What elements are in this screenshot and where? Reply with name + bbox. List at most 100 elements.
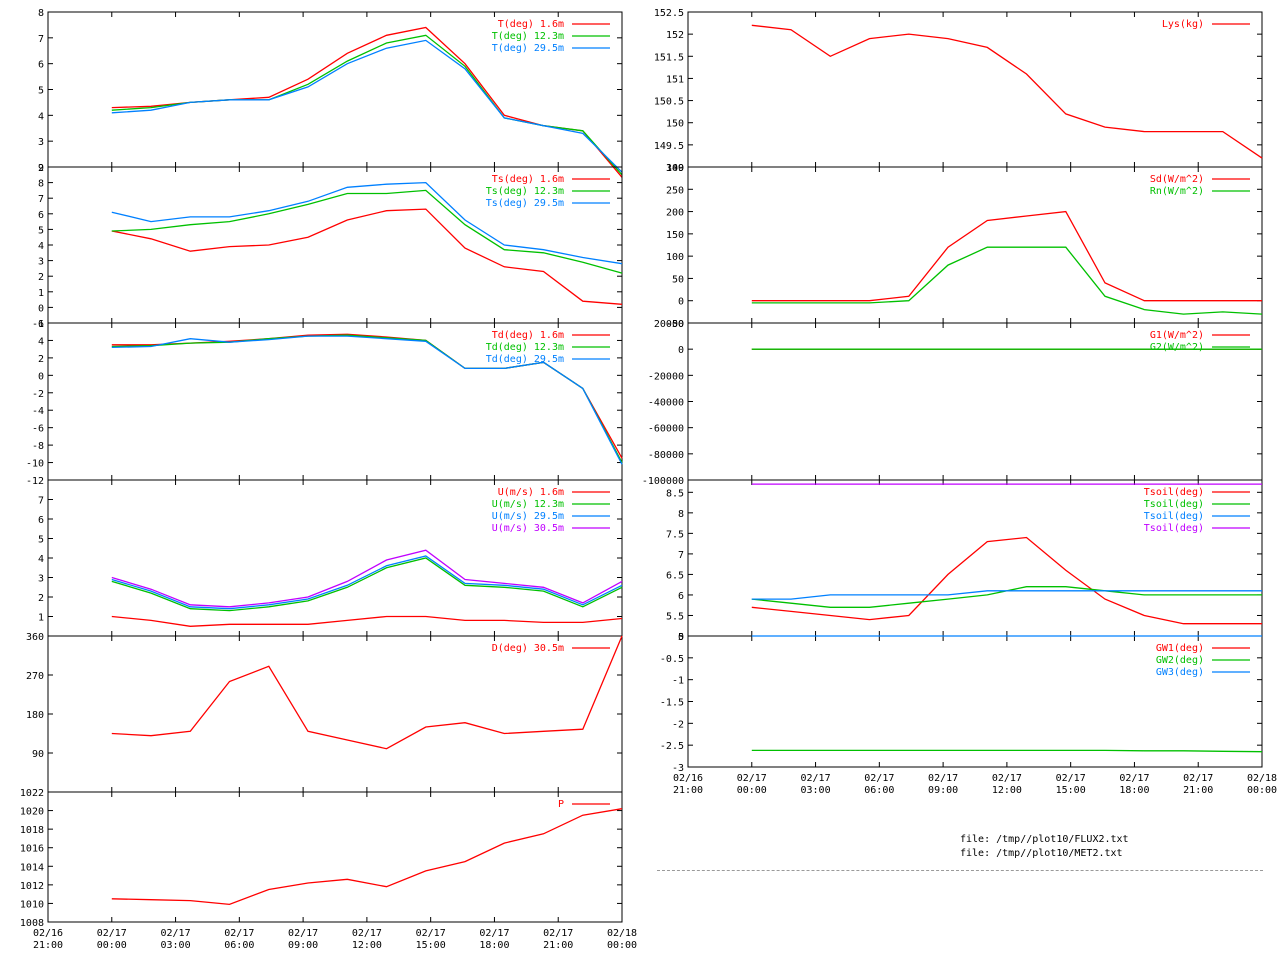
lys-ytick-label: 149: [666, 163, 684, 174]
td-ytick-label: 0: [38, 371, 44, 382]
p-ytick-label: 1008: [20, 918, 44, 929]
sd-ytick-label: 300: [666, 163, 684, 174]
p-ytick-label: 1012: [20, 881, 44, 892]
p-ytick-label: 1016: [20, 844, 44, 855]
time-tick-date: 02/17: [161, 928, 191, 939]
time-tick-date: 02/17: [288, 928, 318, 939]
td-ytick-label: -6: [32, 424, 44, 435]
lys-ytick-label: 150.5: [654, 97, 684, 108]
file-list: file: /tmp//plot10/FLUX2.txt file: /tmp/…: [960, 833, 1129, 861]
time-tick-date: 02/17: [1183, 773, 1213, 784]
t-ytick-label: 2: [38, 163, 44, 174]
t-ytick-label: 3: [38, 137, 44, 148]
td-ytick-label: -8: [32, 441, 44, 452]
ts-ytick-label: 3: [38, 257, 44, 268]
file-line-met: file: /tmp//plot10/MET2.txt: [960, 848, 1123, 859]
ts-series-line-2: [111, 181, 623, 265]
gw-ytick-label: -2.5: [660, 741, 684, 752]
lys-ytick-label: 151.5: [654, 52, 684, 63]
time-tick-hour: 09:00: [928, 785, 958, 796]
d-ytick-label: 90: [32, 749, 44, 760]
g-ytick-label: 20000: [654, 319, 684, 330]
t-legend-label-2: T(deg) 29.5m: [492, 43, 564, 54]
tsoil-ytick-label: 6: [678, 591, 684, 602]
tsoil-ytick-label: 5: [678, 632, 684, 643]
u-ytick-label: 2: [38, 593, 44, 604]
time-tick-date: 02/17: [992, 773, 1022, 784]
ts-ytick-label: 4: [38, 241, 44, 252]
time-tick-hour: 21:00: [543, 940, 573, 951]
gw-series-line-1: [751, 749, 1263, 753]
u-series-line-0: [111, 615, 623, 627]
tsoil-legend-label-2: Tsoil(deg): [1144, 511, 1204, 522]
tsoil-series-line-1: [751, 586, 1262, 608]
lys-ytick-label: 152: [666, 30, 684, 41]
tsoil-legend-label-0: Tsoil(deg): [1144, 487, 1204, 498]
d-ytick-label: 270: [26, 671, 44, 682]
u-legend-label-2: U(m/s) 29.5m: [492, 511, 564, 522]
time-tick-date: 02/16: [673, 773, 703, 784]
sd-legend-label-1: Rn(W/m^2): [1150, 186, 1204, 197]
u-series-line-3: [111, 549, 623, 608]
time-tick-date: 02/17: [864, 773, 894, 784]
gw-ytick-label: -0.5: [660, 654, 684, 665]
td-legend-label-2: Td(deg) 29.5m: [486, 354, 564, 365]
time-tick-hour: 15:00: [416, 940, 446, 951]
u-ytick-label: 5: [38, 535, 44, 546]
time-tick-hour: 09:00: [288, 940, 318, 951]
ts-ytick-label: 1: [38, 288, 44, 299]
gw-ytick-label: 0: [678, 632, 684, 643]
sd-ytick-label: 200: [666, 208, 684, 219]
lys-legend-label-0: Lys(kg): [1162, 19, 1204, 30]
sd-ytick-label: 0: [678, 297, 684, 308]
d-series-line-0: [111, 635, 623, 750]
gw-ytick-label: -1.5: [660, 698, 684, 709]
time-tick-date: 02/18: [1247, 773, 1277, 784]
td-series-line-2: [111, 335, 623, 465]
time-tick-hour: 18:00: [1119, 785, 1149, 796]
time-tick-hour: 00:00: [737, 785, 767, 796]
tsoil-legend-label-1: Tsoil(deg): [1144, 499, 1204, 510]
g-ytick-label: -80000: [648, 450, 684, 461]
ts-ytick-label: 6: [38, 210, 44, 221]
time-tick-hour: 00:00: [607, 940, 637, 951]
p-ytick-label: 1020: [20, 807, 44, 818]
t-ytick-label: 5: [38, 86, 44, 97]
u-series-line-2: [111, 555, 623, 610]
d-ytick-label: 180: [26, 710, 44, 721]
tsoil-legend-label-3: Tsoil(deg): [1144, 523, 1204, 534]
u-series-line-1: [111, 557, 623, 612]
time-tick-hour: 18:00: [479, 940, 509, 951]
time-tick-hour: 12:00: [992, 785, 1022, 796]
td-ytick-label: 6: [38, 319, 44, 330]
time-tick-date: 02/17: [479, 928, 509, 939]
sd-ytick-label: -50: [666, 319, 684, 330]
ts-legend-label-2: Ts(deg) 29.5m: [486, 198, 564, 209]
time-tick-hour: 12:00: [352, 940, 382, 951]
g-ytick-label: -100000: [642, 476, 684, 487]
ts-ytick-label: 2: [38, 272, 44, 283]
tsoil-ytick-label: 8.5: [666, 488, 684, 499]
ts-legend-label-0: Ts(deg) 1.6m: [492, 174, 564, 185]
ts-ytick-label: 0: [38, 303, 44, 314]
time-tick-date: 02/17: [352, 928, 382, 939]
time-tick-hour: 15:00: [1056, 785, 1086, 796]
time-tick-hour: 03:00: [801, 785, 831, 796]
td-legend-label-0: Td(deg) 1.6m: [492, 330, 564, 341]
t-ytick-label: 4: [38, 111, 44, 122]
ts-ytick-label: 8: [38, 179, 44, 190]
ts-series-line-1: [111, 189, 623, 274]
td-legend-label-1: Td(deg) 12.3m: [486, 342, 564, 353]
t-series-line-2: [111, 39, 623, 173]
time-tick-date: 02/17: [737, 773, 767, 784]
ts-ytick-label: -1: [32, 319, 44, 330]
tsoil-ytick-label: 8: [678, 509, 684, 520]
gw-ytick-label: -3: [672, 763, 684, 774]
lys-ytick-label: 149.5: [654, 141, 684, 152]
td-ytick-label: -12: [26, 476, 44, 487]
time-tick-hour: 03:00: [161, 940, 191, 951]
gw-legend-label-2: GW3(deg): [1156, 667, 1204, 678]
sd-ytick-label: 50: [672, 274, 684, 285]
u-ytick-label: 1: [38, 613, 44, 624]
ts-ytick-label: 9: [38, 163, 44, 174]
